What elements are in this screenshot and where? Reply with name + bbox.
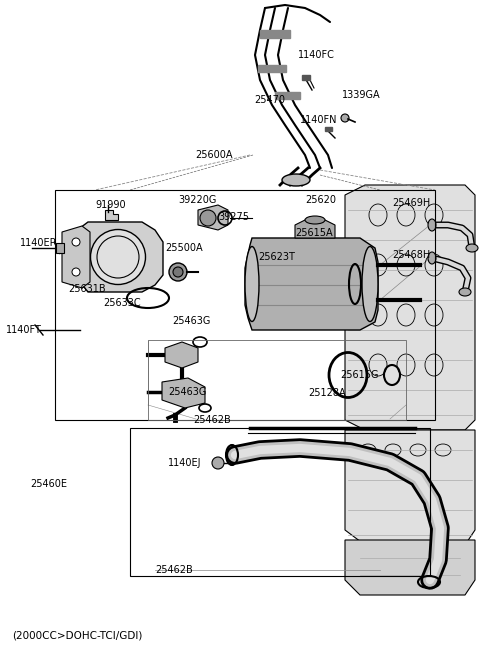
Bar (260, 30, 290, 38)
Ellipse shape (91, 230, 145, 285)
Bar (148, 340, 406, 420)
Bar (275, 92, 300, 99)
Text: 25468H: 25468H (392, 250, 430, 260)
Bar (55, 190, 435, 420)
Ellipse shape (362, 247, 378, 321)
Text: 39275: 39275 (218, 212, 249, 222)
Text: 25469H: 25469H (392, 198, 430, 208)
Text: 25615G: 25615G (340, 370, 379, 380)
Ellipse shape (459, 288, 471, 296)
Polygon shape (345, 185, 475, 430)
Polygon shape (105, 210, 118, 220)
Text: 25462B: 25462B (155, 565, 193, 575)
Text: 25600A: 25600A (195, 150, 232, 160)
Text: 1140EJ: 1140EJ (168, 458, 202, 468)
Text: 25463G: 25463G (168, 387, 206, 397)
Text: 39220G: 39220G (178, 195, 216, 205)
Bar (258, 65, 286, 72)
Text: 25460E: 25460E (30, 479, 67, 489)
Bar (325, 127, 332, 131)
Text: 25623T: 25623T (258, 252, 295, 262)
Bar (56, 243, 64, 253)
Text: 25615A: 25615A (295, 228, 333, 238)
Polygon shape (345, 430, 475, 545)
Text: 91990: 91990 (95, 200, 126, 210)
Polygon shape (77, 222, 163, 292)
Text: 25470: 25470 (254, 95, 285, 105)
Text: 25500A: 25500A (165, 243, 203, 253)
Text: 1140FT: 1140FT (6, 325, 42, 335)
Ellipse shape (245, 247, 259, 321)
Text: 1140FN: 1140FN (300, 115, 337, 125)
Bar (302, 75, 310, 80)
Text: 25462B: 25462B (193, 415, 231, 425)
Text: 1140EP: 1140EP (20, 238, 57, 248)
Circle shape (72, 268, 80, 276)
Ellipse shape (466, 244, 478, 252)
Polygon shape (62, 226, 90, 288)
Bar (130, 428, 430, 576)
Text: 25620: 25620 (305, 195, 336, 205)
Ellipse shape (428, 252, 436, 264)
Ellipse shape (282, 174, 310, 186)
Ellipse shape (173, 267, 183, 277)
Circle shape (341, 114, 349, 122)
Ellipse shape (200, 210, 216, 226)
Polygon shape (345, 540, 475, 595)
Polygon shape (198, 205, 228, 230)
Circle shape (212, 457, 224, 469)
Ellipse shape (169, 263, 187, 281)
Polygon shape (245, 238, 378, 330)
Text: 25463G: 25463G (172, 316, 210, 326)
Circle shape (72, 238, 80, 246)
Text: 25128A: 25128A (308, 388, 346, 398)
Polygon shape (162, 378, 205, 408)
Text: (2000CC>DOHC-TCI/GDI): (2000CC>DOHC-TCI/GDI) (12, 630, 143, 640)
Polygon shape (165, 342, 198, 368)
Ellipse shape (305, 216, 325, 224)
Text: 25631B: 25631B (68, 284, 106, 294)
Polygon shape (295, 220, 335, 238)
Text: 1339GA: 1339GA (342, 90, 381, 100)
Ellipse shape (428, 219, 436, 231)
Text: 25633C: 25633C (103, 298, 141, 308)
Text: 1140FC: 1140FC (298, 50, 335, 60)
